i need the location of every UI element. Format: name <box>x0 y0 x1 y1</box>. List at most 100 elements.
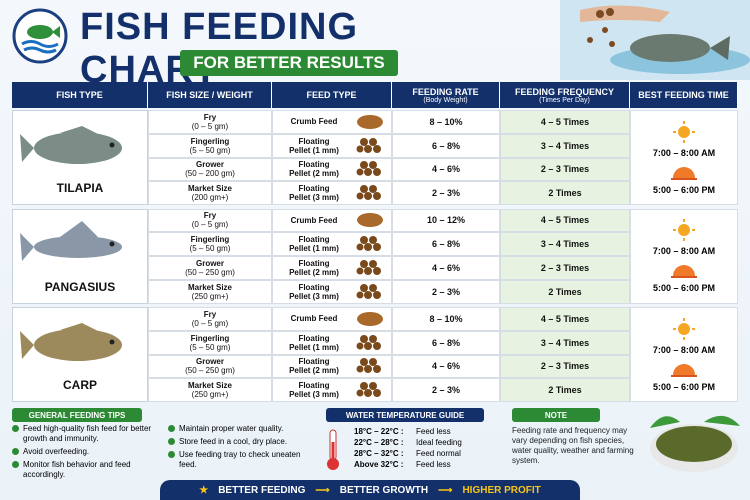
column-title: FEED TYPE <box>306 90 357 100</box>
title: FISH FEEDING CHART <box>80 6 359 91</box>
table-cell: 4 – 5 Times <box>500 110 630 134</box>
size-weight: (0 – 5 gm) <box>191 220 229 230</box>
column-header: FEEDING RATE (Body Weight) <box>392 82 500 108</box>
tip-bullet <box>168 438 175 445</box>
feeding-rate: 4 – 6% <box>431 164 461 175</box>
table-cell: 8 – 10% <box>392 307 500 331</box>
feed-line: Pellet (1 mm) <box>289 145 339 155</box>
feeding-rate: 2 – 3% <box>431 188 461 199</box>
tip-text: Use feeding tray to check uneaten feed. <box>179 450 301 469</box>
pellet-icon-svg <box>357 311 383 326</box>
tip-bullet <box>12 448 19 455</box>
pellet-icon-svg <box>356 382 381 398</box>
pellet-icon <box>355 379 385 401</box>
size-weight: (50 – 200 gm) <box>185 169 235 179</box>
feed-line: Pellet (1 mm) <box>289 342 339 352</box>
feeding-time: 7:00 – 8:00 AM <box>652 344 716 355</box>
feeding-frequency: 3 – 4 Times <box>540 140 590 151</box>
tip-text: Store feed in a cool, dry place. <box>179 437 288 446</box>
tip: Avoid overfeeding. <box>12 447 152 457</box>
sun-icon-svg <box>672 317 695 340</box>
size-name: Fry <box>203 112 217 122</box>
sun-icon-svg <box>670 166 697 180</box>
feeding-frequency: 4 – 5 Times <box>540 116 590 127</box>
water-row: Above 32°C : Feed less <box>354 459 494 470</box>
tip-bullet <box>168 425 175 432</box>
feed-type: Floating Pellet (3 mm) <box>279 381 349 399</box>
feed-line: Floating <box>298 136 330 146</box>
time-block: 5:00 – 6:00 PM <box>653 359 715 392</box>
feed-line: Pellet (2 mm) <box>289 366 339 376</box>
fish-name: TILAPIA <box>56 181 104 195</box>
feeding-rate: 6 – 8% <box>431 140 461 151</box>
fish-image-svg <box>20 126 122 164</box>
note-title: NOTE <box>512 408 600 422</box>
feed-type: Floating Pellet (1 mm) <box>279 334 349 352</box>
water-title: WATER TEMPERATURE GUIDE <box>326 408 484 422</box>
table-cell: Fingerling (5 – 50 gm) <box>148 330 272 355</box>
size-name: Fry <box>203 309 217 319</box>
feed-line: Pellet (2 mm) <box>289 169 339 179</box>
fish-name: PANGASIUS <box>44 279 116 294</box>
feeding-frequency: 2 Times <box>548 188 582 199</box>
logo <box>12 8 68 64</box>
tips-left: Feed high-quality fish feed for better g… <box>12 424 152 483</box>
feeding-frequency: 2 Times <box>548 385 582 396</box>
table-cell: 2 – 3 Times <box>500 157 630 182</box>
fish-image <box>20 120 140 181</box>
table-cell: Crumb Feed <box>272 110 392 134</box>
feed-type: Floating Pellet (2 mm) <box>279 160 349 178</box>
feeding-rate: 2 – 3% <box>431 286 461 297</box>
feeding-rate: 6 – 8% <box>431 337 461 348</box>
size-name: Fingerling <box>190 235 230 245</box>
table-cell: 4 – 5 Times <box>500 307 630 331</box>
column-header: FISH TYPE <box>12 82 148 108</box>
table-cell: Grower (50 – 250 gm) <box>148 256 272 280</box>
hero-image <box>560 0 750 80</box>
feed-line: Pellet (2 mm) <box>289 267 339 277</box>
feed-type: Crumb Feed <box>279 314 349 323</box>
pellet-icon <box>355 308 385 330</box>
feed-type: Crumb Feed <box>279 117 349 126</box>
pellet-icon <box>355 135 385 157</box>
tips-right: Maintain proper water quality. Store feed… <box>168 424 308 473</box>
table-cell: Market Size (250 gm+) <box>148 378 272 402</box>
sun-icon <box>670 359 697 382</box>
tip: Monitor fish behavior and feed according… <box>12 460 152 480</box>
feed-line: Floating <box>298 357 330 367</box>
thermometer <box>327 429 339 470</box>
time-block: 5:00 – 6:00 PM <box>653 162 715 195</box>
table-cell: 3 – 4 Times <box>500 330 630 355</box>
table-cell: 4 – 6% <box>392 157 500 182</box>
table-cell: 2 – 3 Times <box>500 354 630 379</box>
pellet-icon <box>355 355 385 377</box>
feeding-frequency: 2 Times <box>548 286 582 297</box>
fish-image <box>20 219 140 280</box>
feed-bowl <box>650 415 740 472</box>
time-block: 5:00 – 6:00 PM <box>653 260 715 293</box>
feed-line: Floating <box>298 333 330 343</box>
feeding-frequency: 2 – 3 Times <box>540 262 590 273</box>
time-cell: 7:00 – 8:00 AM 5:00 – 6:00 PM <box>630 208 738 304</box>
note-text: Feeding rate and frequency may vary depe… <box>512 426 634 465</box>
tip-text: Monitor fish behavior and feed according… <box>23 460 131 479</box>
table-cell: 2 – 3% <box>392 378 500 402</box>
fish-cell: PANGASIUS <box>12 208 148 304</box>
size-weight: (0 – 5 gm) <box>191 121 229 131</box>
column-header: FEED TYPE <box>272 82 392 108</box>
column-header: BEST FEEDING TIME <box>630 82 738 108</box>
pellet-icon <box>355 233 385 255</box>
pellet-icon <box>355 182 385 204</box>
footer-arrow: ⟶ <box>438 484 453 496</box>
water-temp: Above 32°C : <box>354 460 404 469</box>
pellet-icon-svg <box>356 185 381 201</box>
feed-type: Floating Pellet (1 mm) <box>279 137 349 155</box>
table-cell: 4 – 6% <box>392 354 500 379</box>
feeding-rate: 2 – 3% <box>431 385 461 396</box>
feed-line: Crumb Feed <box>290 215 338 225</box>
pellet-icon <box>355 332 385 354</box>
feed-line: Crumb Feed <box>290 314 338 324</box>
table-cell: Floating Pellet (2 mm) <box>272 157 392 182</box>
sun-icon <box>671 120 697 148</box>
